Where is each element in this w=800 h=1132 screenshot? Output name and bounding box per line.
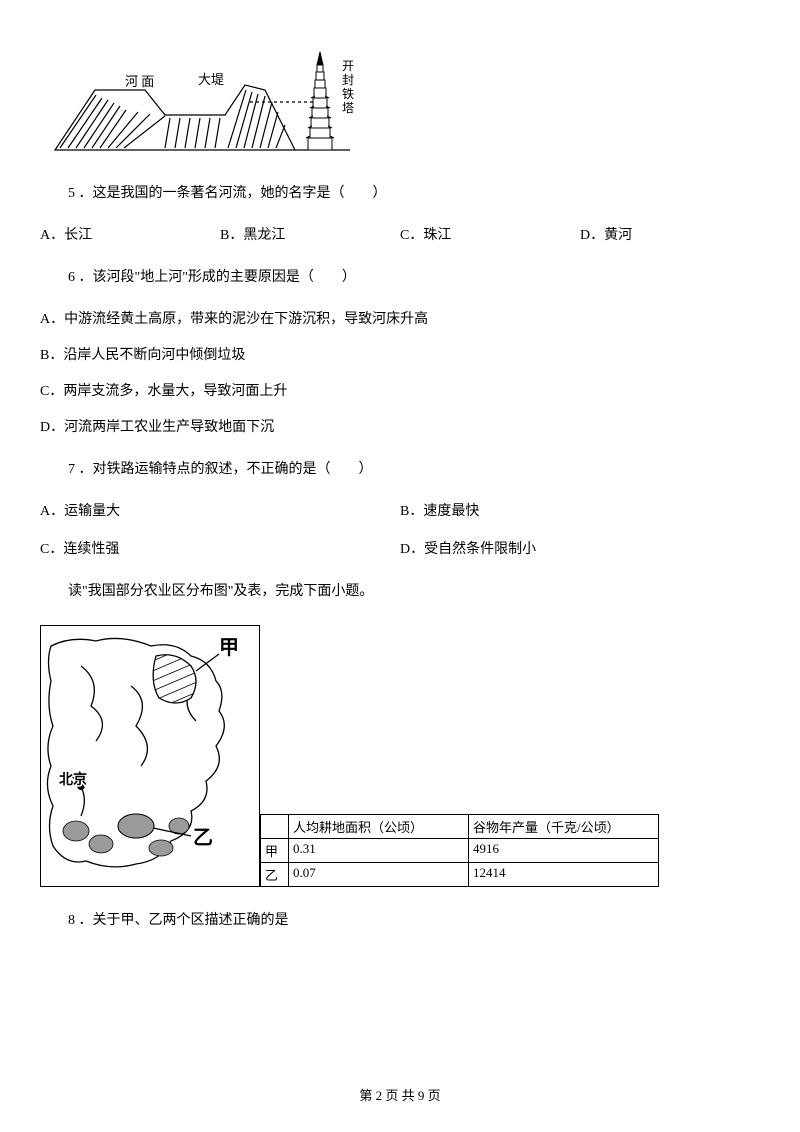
q7-option-a: A．运输量大 <box>40 500 400 520</box>
intro-text-8: 读"我国部分农业区分布图"及表，完成下面小题。 <box>40 580 760 600</box>
question-5-options: A．长江 B．黑龙江 C．珠江 D．黄河 <box>40 224 760 244</box>
q6-option-b: B．沿岸人民不断向河中倾倒垃圾 <box>40 344 760 364</box>
th-grain: 谷物年产量（千克/公顷） <box>469 815 659 839</box>
q6-option-a: A．中游流经黄土高原，带来的泥沙在下游沉积，导致河床升高 <box>40 308 760 328</box>
table-row: 乙 0.07 12414 <box>261 863 659 887</box>
q6-option-c: C．两岸支流多，水量大，导致河面上升 <box>40 380 760 400</box>
th-arable: 人均耕地面积（公顷） <box>289 815 469 839</box>
cell-region: 甲 <box>261 839 289 863</box>
q5-option-c: C．珠江 <box>400 224 580 244</box>
table-row: 甲 0.31 4916 <box>261 839 659 863</box>
question-7-options-row1: A．运输量大 B．速度最快 <box>40 500 760 520</box>
cell-arable: 0.07 <box>289 863 469 887</box>
hemian-label: 河 面 <box>125 74 154 89</box>
q5-option-a: A．长江 <box>40 224 220 244</box>
page-footer: 第 2 页 共 9 页 <box>0 1085 800 1104</box>
question-7-options-row2: C．连续性强 D．受自然条件限制小 <box>40 538 760 558</box>
th-region <box>261 815 289 839</box>
q6-option-d: D．河流两岸工农业生产导致地面下沉 <box>40 416 760 436</box>
figure-table-row: 甲 北京 北京 乙 人均耕地面积（公顷） 谷物年产量（千克/公顷） 甲 0.31… <box>40 625 760 887</box>
q7-option-b: B．速度最快 <box>400 500 760 520</box>
question-6: 6 ．该河段"地上河"形成的主要原因是（ ） <box>40 266 760 286</box>
cell-region: 乙 <box>261 863 289 887</box>
question-5: 5 ．这是我国的一条著名河流，她的名字是（ ） <box>40 182 760 202</box>
table-header-row: 人均耕地面积（公顷） 谷物年产量（千克/公顷） <box>261 815 659 839</box>
cell-arable: 0.31 <box>289 839 469 863</box>
cell-grain: 4916 <box>469 839 659 863</box>
dadi-label: 大堤 <box>198 72 224 87</box>
yi-label: 乙 <box>193 827 213 849</box>
question-7: 7 ．对铁路运输特点的叙述，不正确的是（ ） <box>40 458 760 478</box>
q7-option-c: C．连续性强 <box>40 538 400 558</box>
cell-grain: 12414 <box>469 863 659 887</box>
beijing-label: 北京 <box>59 771 87 788</box>
agriculture-map-figure: 甲 北京 北京 乙 <box>40 625 260 887</box>
q5-option-b: B．黑龙江 <box>220 224 400 244</box>
question-8: 8 ．关于甲、乙两个区描述正确的是 <box>40 909 760 929</box>
jia-label: 甲 <box>219 637 239 659</box>
q5-option-d: D．黄河 <box>580 224 760 244</box>
agriculture-data-table: 人均耕地面积（公顷） 谷物年产量（千克/公顷） 甲 0.31 4916 乙 0.… <box>260 814 659 887</box>
river-cross-section-figure: 河 面 大堤 开 封 铁 塔 <box>50 40 760 160</box>
tieta-label: 开 封 铁 塔 <box>342 59 357 115</box>
q7-option-d: D．受自然条件限制小 <box>400 538 760 558</box>
